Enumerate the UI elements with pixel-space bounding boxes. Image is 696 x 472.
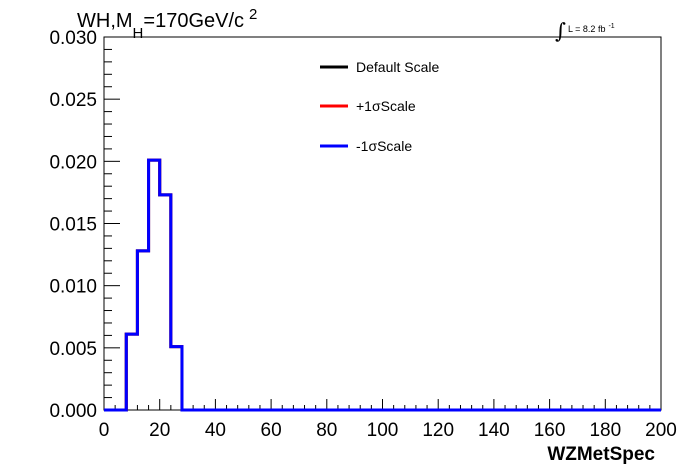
integral-icon: ∫ bbox=[555, 19, 566, 43]
x-tick-label: 100 bbox=[367, 420, 399, 441]
x-tick-label: 160 bbox=[534, 420, 566, 441]
luminosity-label: ∫ L = 8.2 fb -1 bbox=[555, 19, 615, 43]
y-tick-label: 0.020 bbox=[49, 152, 97, 173]
series-layer bbox=[104, 158, 661, 412]
y-axis: 0.000 0.005 0.010 0.015 0.020 0.025 0.030 bbox=[49, 28, 120, 422]
legend: Default Scale +1σScale -1σScale bbox=[320, 59, 439, 154]
legend-label-2: +1σScale bbox=[356, 98, 416, 114]
x-tick-label: 60 bbox=[261, 420, 282, 441]
y-tick-label: 0.015 bbox=[49, 215, 97, 236]
legend-label-3: -1σScale bbox=[356, 138, 412, 154]
y-tick-label: 0.005 bbox=[49, 339, 97, 360]
x-tick-label: 0 bbox=[99, 420, 110, 441]
x-tick-label: 120 bbox=[422, 420, 454, 441]
x-axis: 0 20 40 60 80 100 120 140 160 180 200 bbox=[99, 399, 677, 441]
x-tick-label: 40 bbox=[205, 420, 226, 441]
x-axis-label: WZMetSpec bbox=[547, 444, 655, 465]
y-tick-label: 0.000 bbox=[49, 401, 97, 422]
x-tick-label: 180 bbox=[589, 420, 621, 441]
x-tick-label: 200 bbox=[645, 420, 677, 441]
series-line-3 bbox=[104, 158, 661, 412]
x-tick-label: 140 bbox=[478, 420, 510, 441]
y-tick-label: 0.030 bbox=[49, 28, 97, 49]
y-tick-label: 0.025 bbox=[49, 90, 97, 111]
chart-title: WH,MH=170GeV/c 2 bbox=[77, 6, 257, 42]
x-tick-label: 80 bbox=[316, 420, 337, 441]
y-tick-label: 0.010 bbox=[49, 277, 97, 298]
luminosity-text: L = 8.2 fb -1 bbox=[568, 23, 615, 34]
legend-label-1: Default Scale bbox=[356, 59, 439, 75]
x-tick-label: 20 bbox=[149, 420, 170, 441]
